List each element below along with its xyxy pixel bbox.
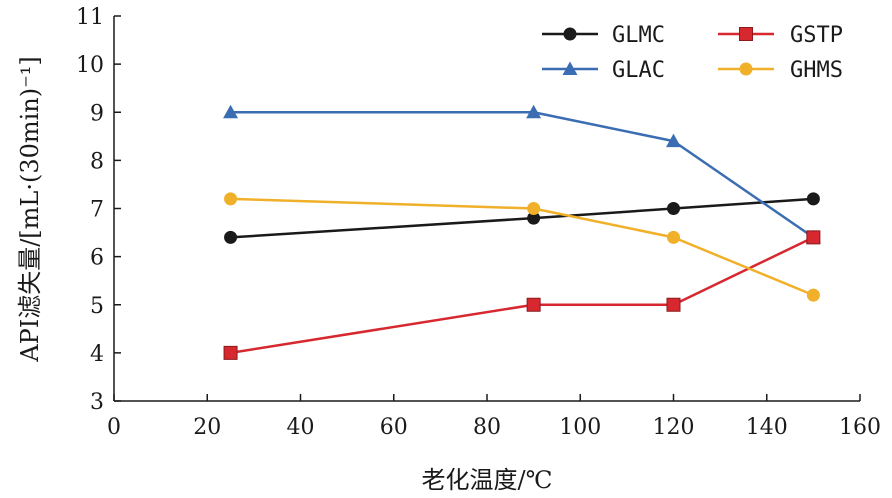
legend-label-ghms: GHMS — [790, 58, 843, 83]
y-tick-label: 11 — [76, 5, 104, 30]
legend-item-glac: GLAC — [542, 58, 665, 83]
legend-marker-ghms — [739, 62, 753, 76]
data-point-glac — [526, 104, 542, 119]
data-point-glac — [223, 104, 239, 119]
y-tick-label: 10 — [76, 53, 104, 78]
y-tick-label: 8 — [90, 149, 104, 174]
series-glmc — [224, 192, 820, 244]
legend-label-glac: GLAC — [612, 58, 665, 83]
data-point-ghms — [806, 288, 820, 302]
data-point-glac — [666, 133, 681, 148]
y-tick-label: 4 — [90, 342, 104, 367]
data-point-glmc — [224, 230, 238, 244]
data-point-gstp — [223, 345, 238, 360]
legend: GLMC GLAC GSTP GHMS — [542, 23, 843, 83]
data-point-glmc — [667, 202, 680, 215]
series-line-glmc — [230, 197, 814, 239]
x-tick-label: 140 — [746, 415, 788, 440]
data-point-ghms — [224, 192, 238, 206]
legend-item-ghms: GHMS — [718, 58, 843, 83]
legend-marker-glmc — [563, 27, 577, 41]
x-tick-label: 20 — [193, 415, 221, 440]
y-axis-title: API滤失量/[mL·(30min)⁻¹] — [16, 56, 44, 363]
x-tick-label: 40 — [287, 415, 315, 440]
x-tick-label: 0 — [107, 415, 121, 440]
series-line-ghms — [230, 197, 814, 297]
y-tick-label: 7 — [90, 198, 104, 223]
series-glac — [223, 104, 821, 244]
series-gstp — [223, 230, 821, 360]
data-point-gstp — [666, 297, 681, 312]
x-tick-label: 60 — [380, 415, 408, 440]
data-point-glmc — [806, 192, 820, 206]
y-tick-label: 5 — [90, 294, 104, 319]
axes: 0 20 40 60 80 100 120 140 160 3 4 5 6 7 8 9 10 11 — [76, 5, 881, 440]
x-tick-label: 80 — [473, 415, 501, 440]
y-tick-label: 3 — [90, 390, 104, 415]
y-tick-label: 9 — [90, 101, 104, 126]
data-point-ghms — [527, 202, 541, 215]
data-point-gstp — [526, 297, 541, 312]
x-tick-label: 100 — [559, 415, 601, 440]
data-point-ghms — [667, 230, 680, 244]
y-tick-label: 6 — [90, 246, 104, 271]
series-line-glac — [230, 111, 815, 239]
x-tick-label: 120 — [653, 415, 695, 440]
data-point-glmc — [527, 211, 541, 225]
legend-label-gstp: GSTP — [790, 23, 843, 48]
x-tick-label: 160 — [839, 415, 881, 440]
legend-marker-gstp — [739, 27, 753, 41]
series-ghms — [224, 192, 820, 302]
series-layer — [223, 104, 821, 360]
legend-item-gstp: GSTP — [718, 23, 843, 48]
series-line-gstp — [230, 236, 814, 355]
x-axis-title: 老化温度/℃ — [422, 466, 553, 494]
legend-marker-glac — [562, 61, 578, 75]
legend-label-glmc: GLMC — [612, 23, 665, 48]
data-point-gstp — [806, 230, 821, 245]
legend-item-glmc: GLMC — [542, 23, 665, 48]
